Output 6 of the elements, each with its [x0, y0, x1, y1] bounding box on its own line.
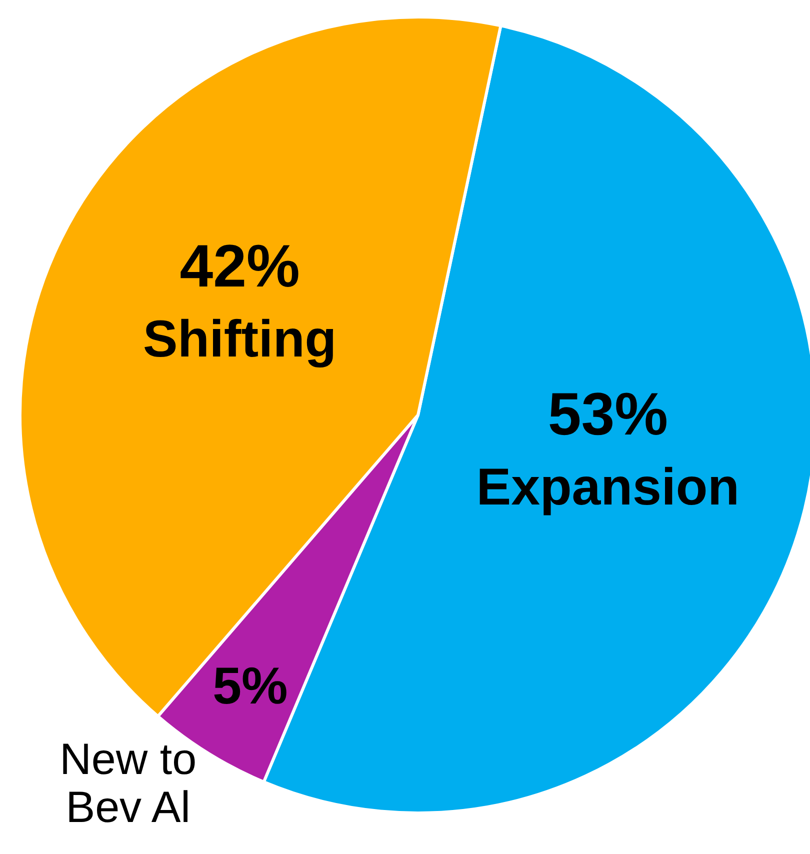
data-label: 5% [212, 658, 288, 716]
slice-label: New to Bev Al [60, 734, 197, 832]
slice-label: Shifting [142, 310, 337, 369]
data-label: 53% [548, 380, 668, 448]
slice-label: Expansion [476, 458, 740, 517]
data-label: 42% [180, 232, 300, 300]
